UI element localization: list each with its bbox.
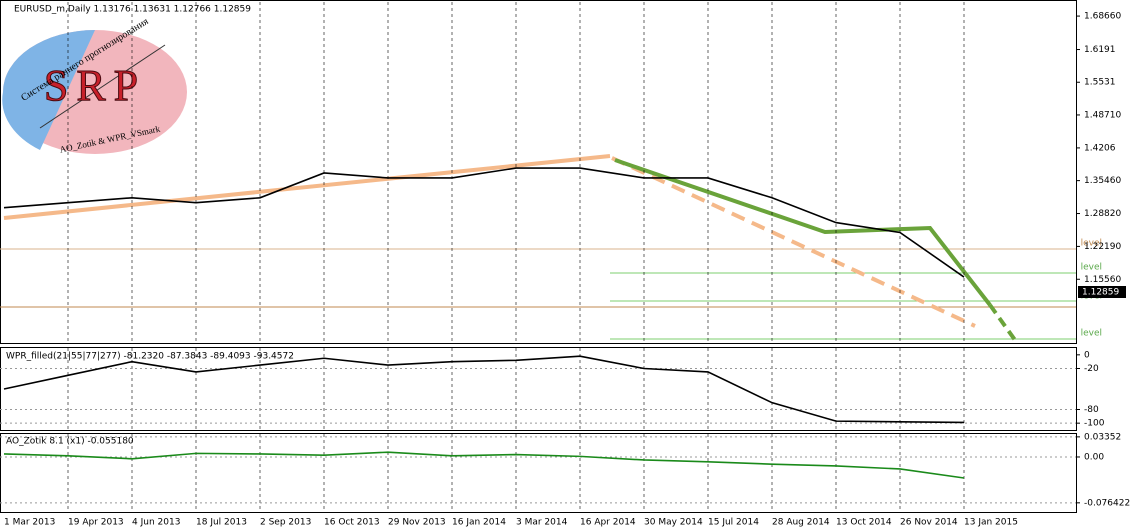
y-tick-label: -0.076422 <box>1084 498 1130 508</box>
y-tick-label: 1.6191 <box>1084 45 1116 55</box>
y-tick-label: -80 <box>1084 405 1099 415</box>
x-tick-label: 1 Mar 2013 <box>4 518 55 528</box>
y-tick-label: 1.15560 <box>1084 275 1121 285</box>
level-label: level <box>1081 329 1102 339</box>
logo-arrow <box>39 44 166 129</box>
x-tick-label: 3 Mar 2014 <box>516 518 568 528</box>
y-tick-label: 1.22190 <box>1084 242 1121 252</box>
level-label: level <box>1081 263 1102 273</box>
chart-title: EURUSD_m,Daily 1.13176 1.13631 1.12766 1… <box>14 5 251 15</box>
x-tick-label: 13 Jan 2015 <box>964 518 1018 528</box>
y-tick-label: 1.28820 <box>1084 209 1121 219</box>
annotations: level level level level 1.12859 <box>0 154 1126 342</box>
y-tick-label: -20 <box>1084 364 1099 374</box>
x-tick-label: 15 Jul 2014 <box>708 518 759 528</box>
last-price: 1.12859 <box>1082 288 1119 298</box>
wpr-title: WPR_filled(21|55|77|277) -81.2320 -87.38… <box>6 352 294 362</box>
x-tick-label: 29 Nov 2013 <box>388 518 446 528</box>
y-tick-label: -100 <box>1084 419 1105 429</box>
x-tick-label: 16 Jan 2014 <box>452 518 506 528</box>
logo-blue <box>2 30 96 150</box>
x-tick-label: 2 Sep 2013 <box>260 518 311 528</box>
wpr-pane <box>0 347 1077 431</box>
series-line <box>3 355 965 424</box>
trend-line <box>3 154 611 220</box>
x-tick-label: 13 Oct 2014 <box>836 518 892 528</box>
main-pane <box>0 0 1077 344</box>
ao-title: AO_Zotik 8.1 (x1) -0.055180 <box>6 437 134 447</box>
y-tick-label: 1.4206 <box>1084 143 1116 153</box>
y-tick-label: 1.68660 <box>1084 12 1121 22</box>
x-tick-label: 16 Apr 2014 <box>580 518 636 528</box>
last-price-box <box>1078 286 1126 298</box>
trend-line <box>614 158 992 307</box>
x-tick-label: 30 May 2014 <box>644 518 703 528</box>
y-tick-label: 0.00 <box>1084 452 1104 462</box>
trend-line <box>988 303 1017 342</box>
trend-line <box>611 156 976 328</box>
x-tick-label: 18 Jul 2013 <box>196 518 247 528</box>
x-tick-label: 19 Apr 2013 <box>68 518 124 528</box>
ao-pane <box>0 433 1077 513</box>
y-tick-label: 0 <box>1084 350 1090 360</box>
y-tick-label: 1.48710 <box>1084 110 1121 120</box>
level-label: level <box>1081 239 1102 249</box>
series-line <box>3 167 965 278</box>
y-tick-label: 1.5531 <box>1084 78 1116 88</box>
x-tick-label: 26 Nov 2014 <box>900 518 958 528</box>
series-line <box>3 451 965 479</box>
x-tick-label: 28 Aug 2014 <box>772 518 830 528</box>
x-tick-label: 4 Jun 2013 <box>132 518 180 528</box>
logo-letters: SRP <box>44 61 146 110</box>
y-tick-label: 1.35460 <box>1084 176 1121 186</box>
y-tick-label: 0.03352 <box>1084 432 1121 442</box>
x-tick-label: 16 Oct 2013 <box>324 518 380 528</box>
